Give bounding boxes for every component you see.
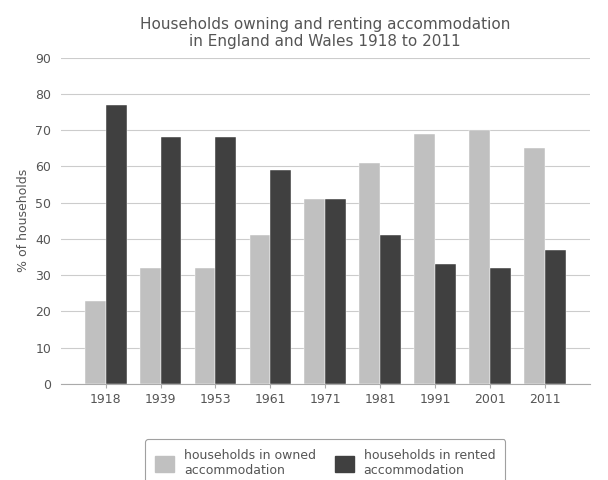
Bar — [195, 268, 215, 384]
Bar — [249, 235, 271, 384]
Bar — [380, 235, 401, 384]
Bar — [469, 130, 490, 384]
Bar — [545, 250, 565, 384]
Bar — [435, 264, 456, 384]
Bar — [524, 148, 545, 384]
Legend: households in owned
accommodation, households in rented
accommodation: households in owned accommodation, house… — [145, 439, 505, 480]
Bar — [271, 170, 291, 384]
Bar — [161, 137, 181, 384]
Bar — [140, 268, 161, 384]
Bar — [359, 163, 380, 384]
Bar — [490, 268, 511, 384]
Title: Households owning and renting accommodation
in England and Wales 1918 to 2011: Households owning and renting accommodat… — [140, 17, 511, 49]
Bar — [325, 199, 346, 384]
Y-axis label: % of households: % of households — [16, 169, 30, 273]
Bar — [85, 300, 106, 384]
Bar — [215, 137, 237, 384]
Bar — [414, 134, 435, 384]
Bar — [305, 199, 325, 384]
Bar — [106, 105, 126, 384]
